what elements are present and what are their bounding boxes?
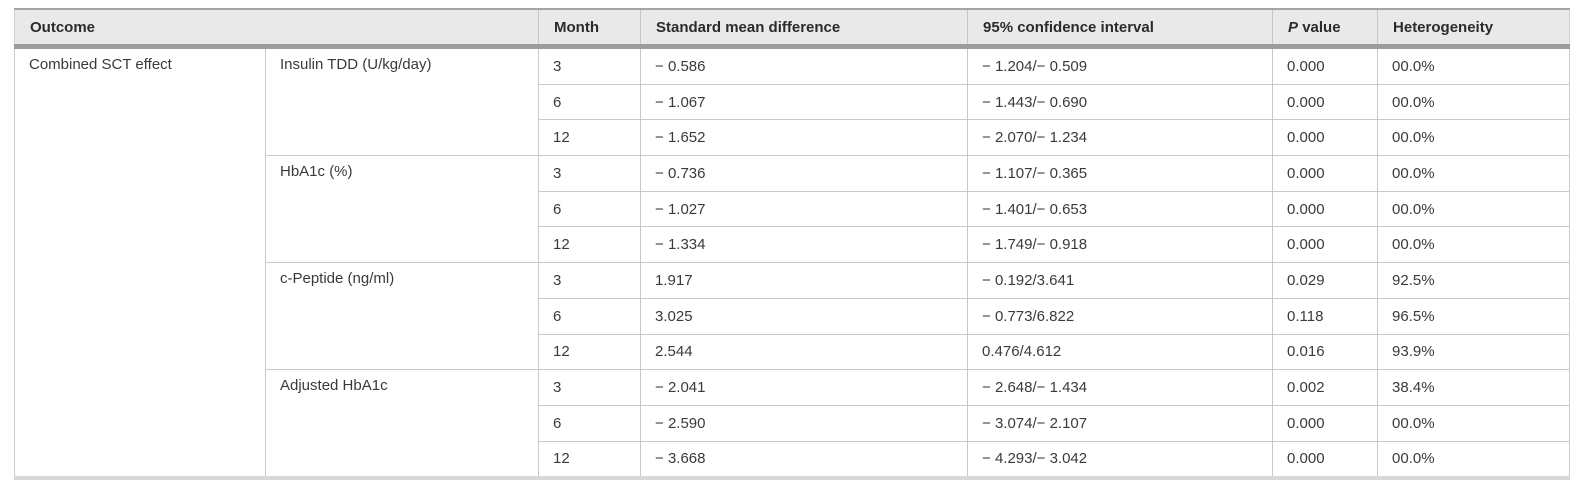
- cell-smd: − 1.027: [640, 190, 969, 228]
- header-outcome: Outcome: [14, 9, 539, 49]
- header-ci: 95% confidence interval: [967, 9, 1273, 49]
- cell-het: 00.0%: [1377, 119, 1571, 157]
- cell-month: 6: [538, 190, 642, 228]
- cell-outcome-group: Combined SCT effect: [14, 46, 266, 479]
- cell-measure: Insulin TDD (U/kg/day): [264, 45, 540, 157]
- cell-smd: 1.917: [640, 262, 969, 299]
- table-row: c-Peptide (ng/ml) 3 1.917 − 0.192/3.641 …: [15, 262, 1571, 371]
- cell-ci: − 4.293/− 3.042: [967, 440, 1274, 479]
- cell-het: 92.5%: [1377, 262, 1571, 299]
- header-row: Outcome Month Standard mean difference 9…: [14, 9, 1570, 49]
- cell-het: 00.0%: [1377, 46, 1571, 85]
- cell-p: 0.000: [1272, 83, 1379, 121]
- cell-smd: − 1.067: [640, 83, 969, 121]
- cell-month: 3: [538, 262, 642, 299]
- header-smd: Standard mean difference: [640, 9, 968, 49]
- cell-smd: − 2.041: [640, 369, 969, 406]
- header-p-rest: value: [1298, 18, 1341, 36]
- cell-ci: − 1.443/− 0.690: [967, 83, 1274, 121]
- cell-het: 96.5%: [1377, 297, 1571, 335]
- cell-smd: − 0.736: [640, 155, 969, 192]
- cell-smd: 3.025: [640, 297, 969, 335]
- cell-ci: − 3.074/− 2.107: [967, 404, 1274, 442]
- cell-p: 0.000: [1272, 404, 1379, 442]
- cell-p: 0.000: [1272, 226, 1379, 264]
- cell-p: 0.000: [1272, 190, 1379, 228]
- cell-month: 3: [538, 155, 642, 192]
- cell-p: 0.002: [1272, 369, 1379, 406]
- table-row: HbA1c (%) 3 − 0.736 − 1.107/− 0.365 0.00…: [15, 155, 1571, 264]
- table-row: 12 2.544 0.476/4.612 0.016 93.9%: [15, 333, 1571, 371]
- cell-measure: c-Peptide (ng/ml): [264, 262, 540, 371]
- cell-smd: − 1.334: [640, 226, 969, 264]
- cell-ci: − 0.773/6.822: [967, 297, 1274, 335]
- cell-p: 0.000: [1272, 119, 1379, 157]
- cell-het: 00.0%: [1377, 83, 1571, 121]
- cell-ci: − 1.749/− 0.918: [967, 226, 1274, 264]
- table-row: 6 − 1.067 − 1.443/− 0.690 0.000 00.0%: [15, 83, 1571, 121]
- cell-month: 12: [538, 226, 642, 264]
- cell-smd: 2.544: [640, 333, 969, 371]
- cell-het: 00.0%: [1377, 404, 1571, 442]
- cell-het: 00.0%: [1377, 440, 1571, 479]
- cell-month: 6: [538, 297, 642, 335]
- meta-analysis-results-table: Outcome Month Standard mean difference 9…: [14, 8, 1571, 481]
- cell-ci: − 1.204/− 0.509: [967, 46, 1274, 85]
- cell-month: 12: [538, 333, 642, 371]
- cell-month: 6: [538, 83, 642, 121]
- cell-smd: − 3.668: [640, 440, 969, 479]
- cell-het: 93.9%: [1377, 333, 1571, 371]
- table-row: 12 − 1.334 − 1.749/− 0.918 0.000 00.0%: [15, 226, 1571, 264]
- cell-month: 6: [538, 404, 642, 442]
- header-p-value: P value: [1272, 9, 1378, 49]
- cell-month: 12: [538, 119, 642, 157]
- cell-measure: HbA1c (%): [264, 155, 540, 264]
- table-row: Adjusted HbA1c 3 − 2.041 − 2.648/− 1.434…: [15, 369, 1571, 479]
- table-row: 12 − 3.668 − 4.293/− 3.042 0.000 00.0%: [15, 440, 1571, 479]
- cell-month: 3: [538, 369, 642, 406]
- cell-smd: − 0.586: [640, 46, 969, 85]
- cell-month: 12: [538, 440, 642, 479]
- cell-het: 00.0%: [1377, 190, 1571, 228]
- cell-ci: − 1.401/− 0.653: [967, 190, 1274, 228]
- cell-smd: − 1.652: [640, 119, 969, 157]
- cell-p: 0.118: [1272, 297, 1379, 335]
- table-row: Combined SCT effect Insulin TDD (U/kg/da…: [14, 45, 1571, 479]
- cell-smd: − 2.590: [640, 404, 969, 442]
- cell-ci: − 1.107/− 0.365: [967, 155, 1274, 192]
- cell-het: 00.0%: [1377, 155, 1571, 192]
- header-month: Month: [538, 9, 641, 49]
- cell-p: 0.029: [1272, 262, 1379, 299]
- cell-het: 00.0%: [1377, 226, 1571, 264]
- header-p-italic: P: [1288, 18, 1299, 36]
- header-heterogeneity: Heterogeneity: [1377, 9, 1570, 49]
- table-row: 6 − 2.590 − 3.074/− 2.107 0.000 00.0%: [15, 404, 1571, 442]
- cell-month: 3: [538, 46, 642, 85]
- cell-het: 38.4%: [1377, 369, 1571, 406]
- cell-ci: − 0.192/3.641: [967, 262, 1274, 299]
- cell-ci: 0.476/4.612: [967, 333, 1274, 371]
- cell-measure: Adjusted HbA1c: [264, 369, 540, 479]
- cell-ci: − 2.070/− 1.234: [967, 119, 1274, 157]
- cell-p: 0.000: [1272, 440, 1379, 479]
- cell-p: 0.000: [1272, 46, 1379, 85]
- cell-ci: − 2.648/− 1.434: [967, 369, 1274, 406]
- cell-p: 0.000: [1272, 155, 1379, 192]
- table-row: 6 3.025 − 0.773/6.822 0.118 96.5%: [15, 297, 1571, 335]
- cell-p: 0.016: [1272, 333, 1379, 371]
- table-row: 6 − 1.027 − 1.401/− 0.653 0.000 00.0%: [15, 190, 1571, 228]
